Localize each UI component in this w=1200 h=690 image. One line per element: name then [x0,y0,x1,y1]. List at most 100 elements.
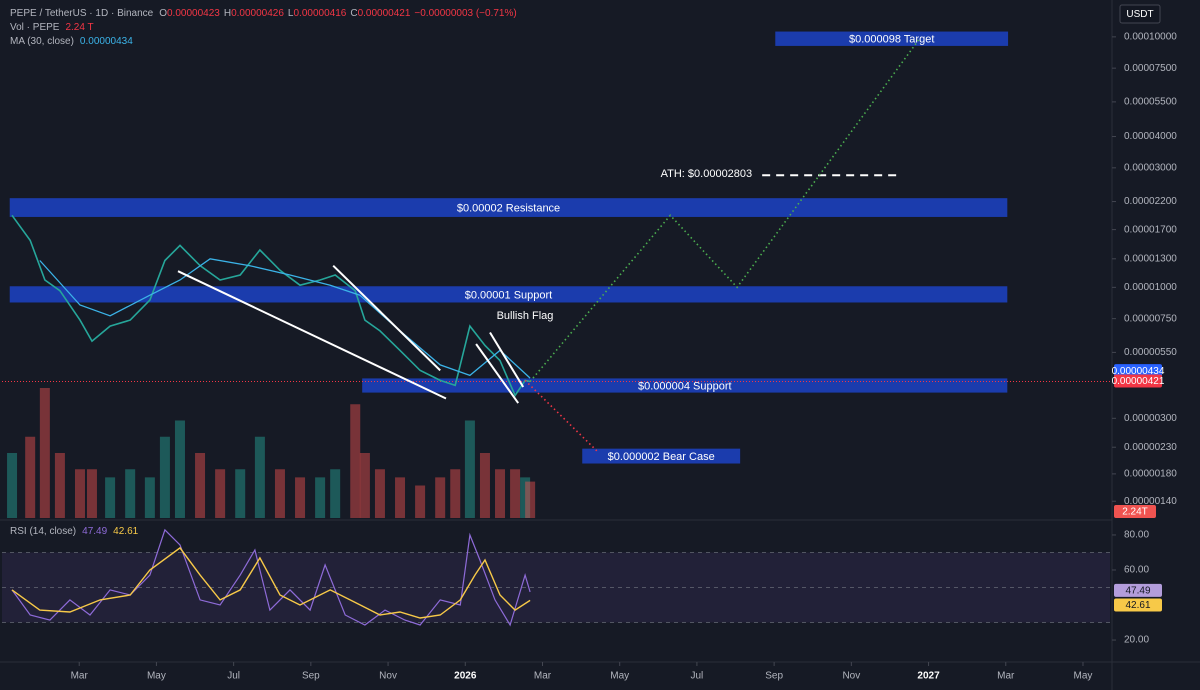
y-tick-label: 0.00007500 [1124,63,1177,74]
ath-label: ATH: $0.00002803 [661,168,753,180]
zone-label: $0.000004 Support [638,380,732,392]
volume-bar [25,436,36,518]
rsi-ma-tag: 42.61 [1125,600,1150,611]
x-tick-label: May [1074,671,1093,682]
y-tick-label: 0.00001000 [1124,282,1177,293]
ohlc-key: H [224,8,231,19]
ohlc-value: 0.00000421 [358,8,411,19]
x-tick-label: Mar [997,671,1015,682]
ma-tag: 0.00000434 [1112,366,1165,377]
volume-bar [525,481,536,518]
currency-box[interactable] [1119,4,1161,24]
zone-label: $0.00002 Resistance [457,202,560,214]
zone-label: $0.000002 Bear Case [608,451,715,463]
rsi-ma-legend-value: 42.61 [113,526,138,537]
rsi-legend-name: RSI (14, close) [10,526,76,537]
x-tick-label: Sep [765,671,783,682]
volume-tag-bg [1114,505,1156,518]
rsi-tag-bg [1114,583,1162,597]
rsi-y-tick-label: 60.00 [1124,565,1149,576]
volume-bar [495,469,506,518]
zone [775,31,1009,46]
ma-tag-bg [1114,364,1162,378]
zone [9,286,1008,303]
x-tick-label: Jul [691,671,704,682]
ohlc-key: L [288,8,294,19]
x-tick-label: 2026 [454,671,477,682]
trendline [489,331,525,388]
x-tick-label: Nov [379,671,397,682]
volume-bar [74,469,85,518]
x-tick-label: Mar [71,671,89,682]
rsi-y-tick-label: 80.00 [1124,530,1149,541]
volume-bar [359,453,370,518]
volume-bar [144,477,155,518]
price-line [11,214,531,398]
ohlc-value: 0.00000423 [167,8,220,19]
volume-bar [125,469,136,518]
currency[interactable]: USDT [1126,9,1153,20]
y-tick-label: 0.00000180 [1124,469,1177,480]
y-tick-label: 0.00002200 [1124,196,1177,207]
volume-bar [520,477,531,518]
volume-bar [195,453,206,518]
trendline [475,343,520,404]
y-tick-label: 0.00005500 [1124,97,1177,108]
header-line: PEPE / TetherUS · 1D · Binance O0.0000042… [10,8,517,19]
volume-bar [159,436,170,518]
symbol: PEPE / TetherUS · 1D · Binance [10,8,154,19]
rsi-y-tick-label: 20.00 [1124,635,1149,646]
y-tick-label: 0.00000550 [1124,347,1177,358]
y-tick-label: 0.00010000 [1124,31,1177,42]
zone [9,198,1008,217]
volume-bar [450,469,461,518]
rsi-ma-tag-bg [1114,598,1162,612]
price-tag-bg [1114,374,1162,388]
flag-label: Bullish Flag [497,310,554,322]
volume-tag: 2.24T [1122,507,1148,518]
volume-bar [330,469,341,518]
y-tick-label: 0.00000140 [1124,496,1177,507]
ohlc-key: C [350,8,357,19]
zone-label: $0.00001 Support [465,289,552,301]
ma-legend-name: MA (30, close) [10,36,74,47]
x-tick-label: Sep [302,671,320,682]
y-tick-label: 0.00000750 [1124,313,1177,324]
projection [529,37,921,383]
trendline [332,264,441,372]
rsi-legend: RSI (14, close) 47.49 42.61 [10,526,139,537]
ohlc-key: O [159,8,167,19]
y-tick-label: 0.00000230 [1124,442,1177,453]
price-tag: 0.00000421 [1112,376,1165,387]
volume-bar [7,453,18,518]
y-tick-label: 0.00000300 [1124,413,1177,424]
x-tick-label: May [147,671,166,682]
ohlc-value: 0.00000416 [293,8,346,19]
y-tick-label: 0.00004000 [1124,131,1177,142]
volume-bar [315,477,326,518]
y-tick-label: 0.00003000 [1124,162,1177,173]
volume-bar [274,469,285,518]
x-tick-label: May [610,671,629,682]
volume-bar [54,453,65,518]
volume-bar [415,485,426,518]
y-tick-label: 0.00001700 [1124,224,1177,235]
volume-bar [86,469,97,518]
volume-bar [350,404,361,518]
ma-legend-value: 0.00000434 [80,36,133,47]
volume-bar [435,477,446,518]
zone-label: $0.000098 Target [849,34,934,46]
volume-legend-name: Vol · PEPE [10,22,60,33]
rsi-tag: 47.49 [1125,586,1150,597]
volume-bar [374,469,385,518]
volume-bar [295,477,306,518]
volume-bar [105,477,116,518]
rsi-line [11,528,531,627]
volume-legend: Vol · PEPE 2.24 T [10,22,94,33]
x-tick-label: Nov [842,671,860,682]
x-tick-label: Jul [227,671,240,682]
ohlc-value: 0.00000426 [231,8,284,19]
ma-line [39,258,531,379]
volume-bar [510,469,521,518]
